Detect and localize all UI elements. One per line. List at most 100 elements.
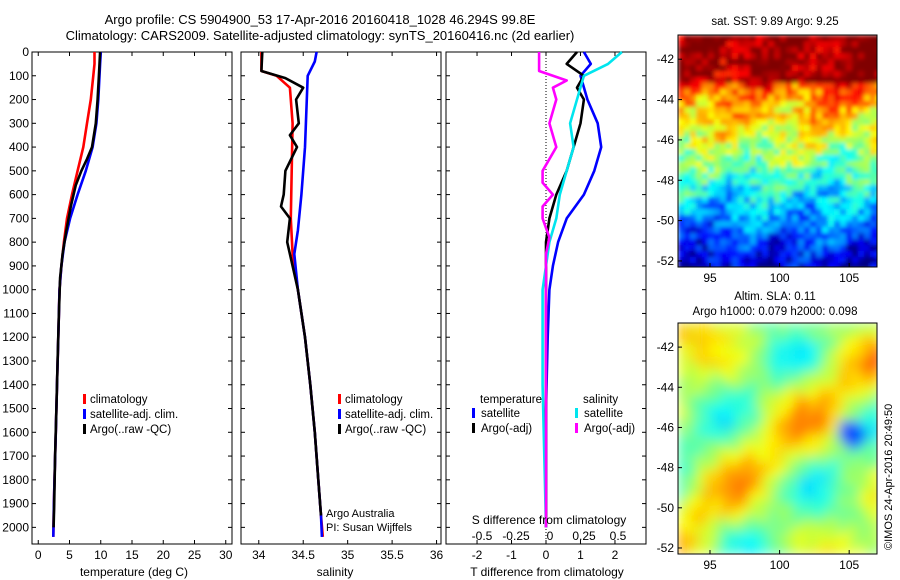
sst-cell (732, 209, 739, 216)
sla-cell (769, 519, 777, 527)
sla-cell (874, 484, 877, 492)
sla-cell (734, 533, 742, 541)
sla-cell (853, 323, 861, 331)
sla-cell (790, 498, 798, 506)
sst-cell (744, 191, 751, 198)
sst-cell (690, 41, 697, 48)
sst-cell (864, 131, 871, 138)
sla-cell (685, 358, 693, 366)
sla-cell (741, 470, 749, 478)
sla-cell (874, 323, 877, 331)
sst-cell (840, 35, 847, 42)
sst-cell (852, 95, 859, 102)
sst-cell (792, 47, 799, 54)
sst-cell (828, 65, 835, 72)
sst-cell (690, 251, 697, 258)
sst-cell (810, 125, 817, 132)
sst-cell (756, 167, 763, 174)
sla-cell (741, 400, 749, 408)
sst-cell (822, 41, 829, 48)
sla-cell (685, 344, 693, 352)
sla-cell (853, 435, 861, 443)
sst-cell (798, 143, 805, 150)
sla-cell (741, 414, 749, 422)
sst-cell (756, 191, 763, 198)
sla-cell (874, 386, 877, 394)
sst-cell (816, 221, 823, 228)
sst-cell (852, 113, 859, 120)
salinity-plot-area (240, 51, 442, 545)
sla-cell (853, 386, 861, 394)
x-tick-label: 36 (430, 548, 444, 562)
sst-cell (810, 239, 817, 246)
sla-cell (832, 344, 840, 352)
sst-cell (870, 65, 877, 72)
sst-cell (870, 179, 877, 186)
sla-cell (839, 449, 847, 457)
sst-cell (696, 263, 703, 267)
sla-cell (853, 337, 861, 345)
sla-cell (678, 386, 686, 394)
sst-cell (702, 191, 709, 198)
sla-cell (874, 519, 877, 527)
sst-cell (708, 149, 715, 156)
y-tick-label: 900 (9, 259, 29, 273)
sla-cell (867, 393, 875, 401)
sst-cell (792, 203, 799, 210)
sla-cell (762, 344, 770, 352)
y-tick-label: 0 (22, 45, 29, 59)
sla-cell (818, 442, 826, 450)
sst-cell (696, 161, 703, 168)
sst-cell (762, 185, 769, 192)
sla-cell (762, 449, 770, 457)
sst-cell (780, 221, 787, 228)
sst-cell (744, 179, 751, 186)
sst-cell (786, 89, 793, 96)
sla-cell (783, 393, 791, 401)
sla-cell (860, 393, 868, 401)
sst-cell (846, 155, 853, 162)
sst-cell (756, 95, 763, 102)
sla-cell (839, 351, 847, 359)
sst-cell (786, 245, 793, 252)
sst-cell (738, 239, 745, 246)
sst-cell (804, 203, 811, 210)
sst-cell (846, 251, 853, 258)
sst-cell (732, 65, 739, 72)
sst-cell (720, 143, 727, 150)
sst-cell (714, 227, 721, 234)
sla-cell (678, 498, 686, 506)
sla-cell (860, 372, 868, 380)
sla-cell (762, 547, 770, 554)
sst-cell (828, 161, 835, 168)
sla-cell (678, 547, 686, 554)
sla-cell (678, 400, 686, 408)
sla-cell (832, 491, 840, 499)
sla-cell (790, 470, 798, 478)
sla-cell (741, 379, 749, 387)
sst-cell (762, 65, 769, 72)
sst-cell (870, 143, 877, 150)
sla-cell (706, 512, 714, 520)
sla-cell (706, 498, 714, 506)
sst-cell (756, 173, 763, 180)
sla-cell (713, 484, 721, 492)
sla-cell (860, 386, 868, 394)
sst-cell (798, 167, 805, 174)
sla-cell (818, 379, 826, 387)
sst-cell (810, 203, 817, 210)
sla-cell (804, 463, 812, 471)
sla-cell (874, 400, 877, 408)
sst-cell (834, 155, 841, 162)
sla-cell (685, 540, 693, 548)
sla-cell (720, 533, 728, 541)
sla-cell (811, 540, 819, 548)
sst-cell (696, 137, 703, 144)
sla-cell (839, 498, 847, 506)
map-x-tick-label: 100 (770, 271, 790, 285)
sst-cell (732, 239, 739, 246)
sst-cell (786, 263, 793, 267)
sla-cell (713, 351, 721, 359)
sla-cell (748, 414, 756, 422)
sst-cell (840, 245, 847, 252)
